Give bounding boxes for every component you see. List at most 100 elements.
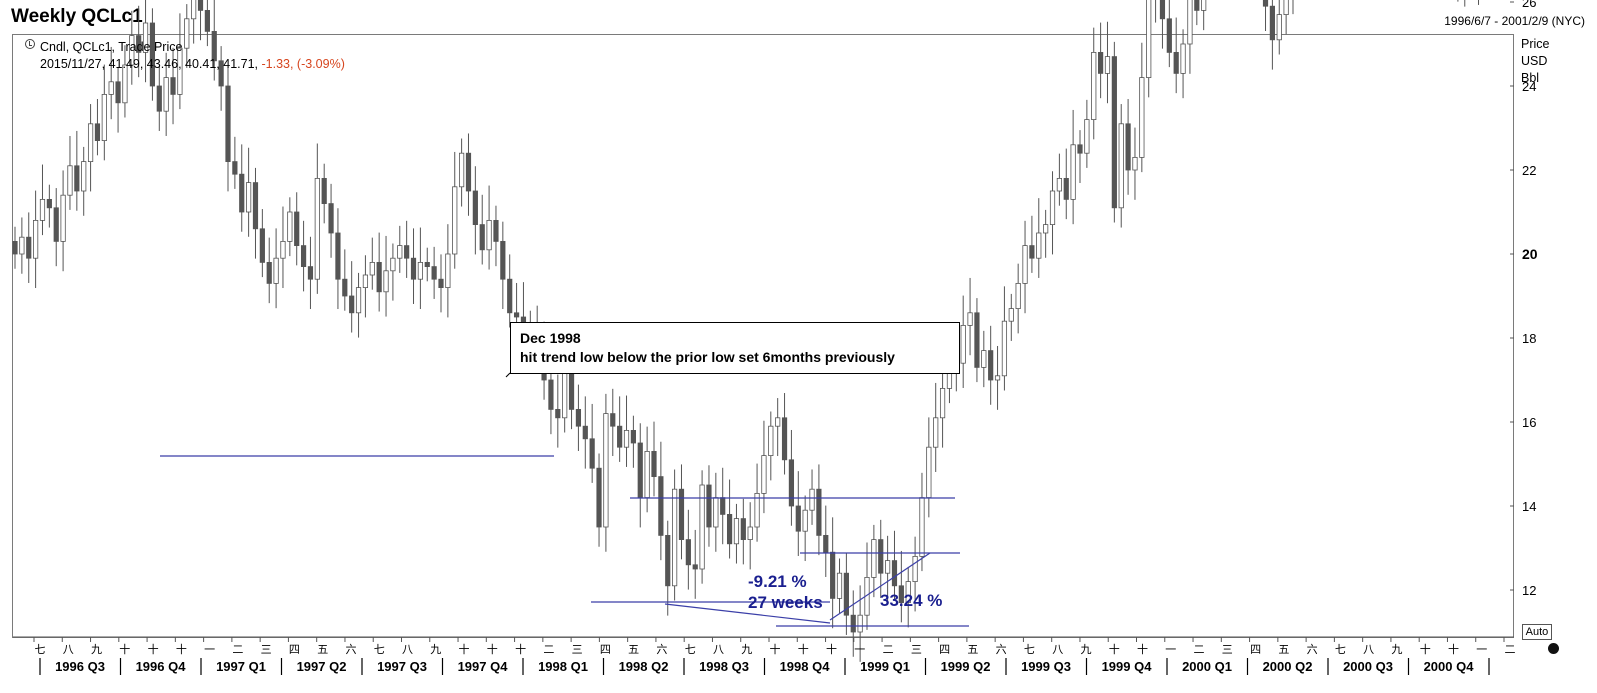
candle-body <box>988 350 994 381</box>
scroll-dot-icon[interactable] <box>1548 643 1559 654</box>
quarter-label: 1998 Q2 <box>619 659 669 674</box>
candle-body <box>768 425 774 457</box>
candle-body <box>115 81 121 104</box>
candle-body <box>33 219 39 259</box>
month-tick-label: 九 <box>1391 643 1402 656</box>
candle-body <box>1201 0 1207 11</box>
candle-body <box>225 85 231 162</box>
candle-body <box>713 497 719 528</box>
legend-series: Cndl, QCLc1, Trade Price <box>40 40 183 54</box>
candle-body <box>555 408 561 419</box>
month-tick-label: 一 <box>1165 644 1176 656</box>
month-tick-label: 七 <box>374 643 385 656</box>
y-tick-label: 18 <box>1522 331 1536 346</box>
annotation-line-2: hit trend low below the prior low set 6m… <box>520 349 895 365</box>
candle-body <box>912 556 918 583</box>
y-tick-label: 14 <box>1522 499 1536 514</box>
candle-body <box>149 22 156 87</box>
pct-up-label: 33.24 % <box>880 591 942 610</box>
candle-body <box>218 60 224 87</box>
candle-body <box>383 270 389 293</box>
candle-body <box>87 123 94 163</box>
month-tick-label: 五 <box>967 644 978 656</box>
candle-body <box>802 509 808 532</box>
candle-body <box>994 375 1001 381</box>
candle-body <box>424 261 430 267</box>
quarter-label: 2000 Q3 <box>1343 659 1393 674</box>
candle-body <box>287 211 293 242</box>
candle-body <box>445 253 451 288</box>
candle-body <box>12 240 18 255</box>
candle-body <box>857 614 863 633</box>
quarter-label: 1998 Q3 <box>699 659 749 674</box>
candle-body <box>163 77 169 112</box>
candle-body <box>823 535 829 553</box>
candle-body <box>335 232 341 280</box>
candle-body <box>321 177 327 204</box>
candle-body <box>1063 177 1069 200</box>
quarter-label: 1997 Q3 <box>377 659 427 674</box>
annotation-pointer <box>505 372 511 378</box>
candle-body <box>740 518 746 540</box>
weeks-label: 27 weeks <box>748 593 823 612</box>
candle-body <box>26 236 32 259</box>
y-tick-label: 20 <box>1522 246 1538 262</box>
month-tick-label: 七 <box>1024 643 1035 656</box>
candle-body <box>410 257 417 280</box>
candle-body <box>184 18 190 49</box>
quarter-label: 2000 Q4 <box>1424 659 1475 674</box>
candle-body <box>1001 320 1008 377</box>
month-tick-label: 九 <box>91 643 102 656</box>
candle-body <box>191 0 197 20</box>
candle-body <box>589 438 595 469</box>
candle-body <box>775 417 781 427</box>
candle-body <box>1084 119 1090 154</box>
quarter-label: 1999 Q3 <box>1021 659 1071 674</box>
candle-body <box>850 614 856 633</box>
candle-body <box>60 194 66 242</box>
candle-body <box>349 295 355 314</box>
month-tick-label: 二 <box>1194 644 1205 656</box>
candle-body <box>39 198 46 221</box>
candle-body <box>1077 144 1083 154</box>
quarter-label: 1999 Q4 <box>1102 659 1153 674</box>
y-tick-label: 12 <box>1522 583 1536 598</box>
candle-body <box>665 535 671 587</box>
trendline <box>829 552 931 621</box>
month-tick-label: 一 <box>1476 644 1487 656</box>
candle-body <box>1125 123 1131 171</box>
candle-body <box>204 9 210 32</box>
month-tick-label: 十 <box>1448 642 1459 656</box>
candle-body <box>101 94 107 142</box>
candle-body <box>596 467 602 528</box>
candle-body <box>898 585 904 603</box>
month-tick-label: 九 <box>1080 643 1091 656</box>
candle-body <box>672 488 678 587</box>
candle-body <box>362 274 369 289</box>
candle-body <box>871 539 877 578</box>
auto-scale-button[interactable]: Auto <box>1522 624 1552 640</box>
candle-body <box>1187 0 1193 45</box>
candle-body <box>974 312 980 368</box>
candle-body <box>1091 52 1097 120</box>
candle-body <box>610 413 616 427</box>
date-range: 1996/6/7 - 2001/2/9 (NYC) <box>1444 14 1585 28</box>
month-tick-label: 十 <box>459 642 470 656</box>
candle-body <box>885 560 891 574</box>
clock-icon[interactable] <box>25 39 35 49</box>
legend-change: -1.33, (-3.09%) <box>261 57 345 71</box>
candle-body <box>1118 123 1124 209</box>
candle-body <box>788 459 795 507</box>
candle-body <box>1029 245 1035 259</box>
candle-body <box>1139 77 1145 158</box>
month-tick-label: 一 <box>204 644 215 656</box>
candle-body <box>355 287 362 314</box>
candle-body <box>294 211 300 246</box>
quarter-label: 1998 Q1 <box>538 659 588 674</box>
chart-window-title: Weekly QCLc1 <box>11 6 143 27</box>
month-tick-label: 二 <box>543 644 554 656</box>
candle-body <box>1070 144 1076 200</box>
candle-body <box>232 161 238 175</box>
candle-body <box>926 446 932 499</box>
